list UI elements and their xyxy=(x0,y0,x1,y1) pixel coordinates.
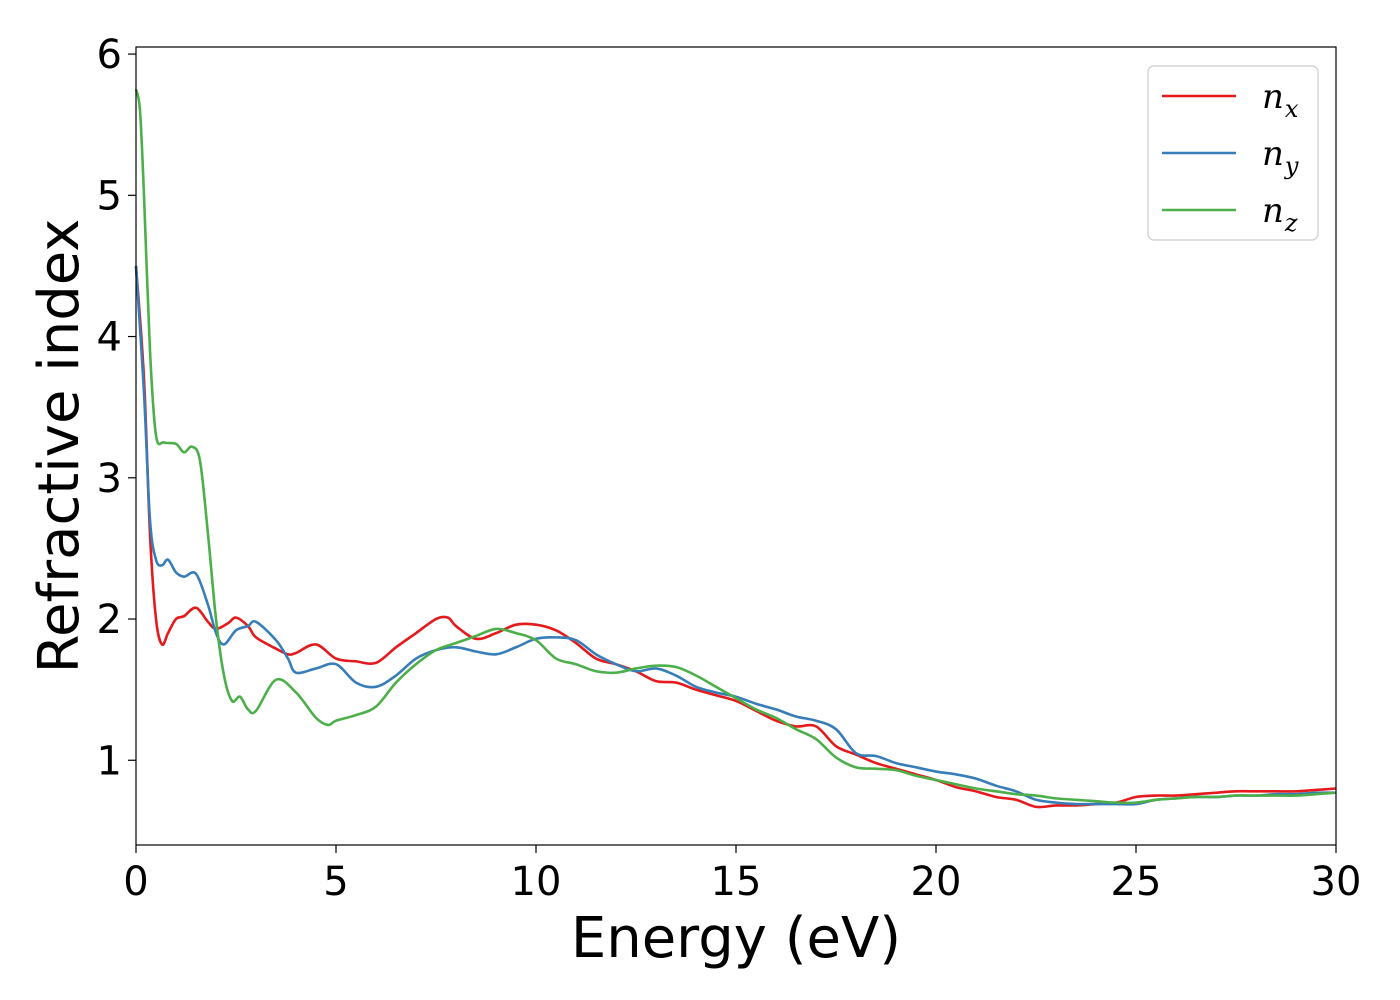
y-tick-label: 1 xyxy=(97,738,122,784)
x-tick-label: 20 xyxy=(911,859,962,905)
x-tick-label: 15 xyxy=(711,859,762,905)
x-tick-label: 10 xyxy=(511,859,562,905)
series-layer xyxy=(134,89,1337,809)
y-tick-label: 2 xyxy=(97,597,122,643)
x-tick-label: 25 xyxy=(1111,859,1162,905)
y-tick-label: 4 xyxy=(97,315,122,361)
x-axis-ticks: 0 5 10 15 20 25 30 xyxy=(123,845,1361,905)
y-tick-label: 5 xyxy=(97,173,122,219)
x-tick-label: 30 xyxy=(1311,859,1362,905)
x-tick-label: 0 xyxy=(123,859,148,905)
x-axis-label: Energy (eV) xyxy=(571,906,901,971)
y-tick-label: 3 xyxy=(97,456,122,502)
series-line-n-z xyxy=(134,89,1337,805)
y-axis-label: Refractive index xyxy=(27,219,92,674)
y-tick-label: 6 xyxy=(97,32,122,78)
series-line-n-y xyxy=(134,265,1337,806)
x-tick-label: 5 xyxy=(323,859,348,905)
y-axis-ticks: 1 2 3 4 5 6 xyxy=(97,32,136,784)
series-line-n-x xyxy=(134,265,1337,809)
